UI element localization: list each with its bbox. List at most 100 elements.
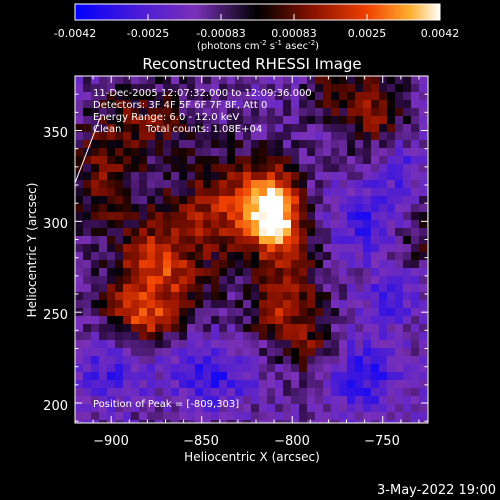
heatmap-cell: [91, 260, 100, 269]
heatmap-cell: [219, 84, 228, 93]
heatmap-cell: [283, 140, 292, 149]
heatmap-cell: [139, 316, 148, 325]
heatmap-cell: [203, 172, 212, 181]
heatmap-cell: [291, 412, 300, 421]
heatmap-cell: [115, 132, 124, 141]
heatmap-cell: [107, 308, 116, 317]
heatmap-cell: [91, 236, 100, 245]
heatmap-cell: [211, 356, 220, 365]
heatmap-cell: [251, 268, 260, 277]
heatmap-cell: [155, 332, 164, 341]
heatmap-cell: [123, 140, 132, 149]
heatmap-cell: [275, 420, 284, 423]
heatmap-cell: [355, 252, 364, 261]
heatmap-cell: [123, 276, 132, 285]
heatmap-cell: [195, 76, 204, 85]
heatmap-cell: [363, 180, 372, 189]
heatmap-cell: [131, 180, 140, 189]
heatmap-cell: [347, 92, 356, 101]
heatmap-cell: [259, 124, 268, 133]
heatmap-cell: [147, 260, 156, 269]
heatmap-cell: [107, 284, 116, 293]
heatmap-cell: [219, 220, 228, 229]
heatmap-cell: [355, 356, 364, 365]
heatmap-cell: [91, 172, 100, 181]
heatmap-cell: [371, 292, 380, 301]
heatmap-cell: [339, 284, 348, 293]
heatmap-cell: [291, 308, 300, 317]
heatmap-cell: [259, 236, 268, 245]
heatmap-cell: [219, 372, 228, 381]
heatmap-cell: [331, 356, 340, 365]
heatmap-cell: [251, 404, 260, 413]
heatmap-cell: [347, 196, 356, 205]
heatmap-cell: [91, 356, 100, 365]
heatmap-cell: [291, 404, 300, 413]
heatmap-cell: [347, 188, 356, 197]
heatmap-cell: [235, 100, 244, 109]
heatmap-cell: [291, 132, 300, 141]
heatmap-cell: [371, 380, 380, 389]
heatmap-cell: [371, 332, 380, 341]
heatmap-cell: [163, 292, 172, 301]
colorbar-tick-label: -0.00083: [196, 27, 245, 40]
heatmap-cell: [155, 364, 164, 373]
heatmap-cell: [99, 308, 108, 317]
heatmap-cell: [419, 380, 428, 389]
heatmap-cell: [339, 348, 348, 357]
heatmap-cell: [387, 148, 396, 157]
heatmap-cell: [355, 212, 364, 221]
heatmap-cell: [123, 164, 132, 173]
heatmap-cell: [75, 356, 84, 365]
heatmap-cell: [147, 76, 156, 85]
heatmap-cell: [91, 116, 100, 125]
heatmap-cell: [235, 268, 244, 277]
heatmap-cell: [259, 108, 268, 117]
heatmap-cell: [363, 244, 372, 253]
heatmap-cell: [195, 412, 204, 421]
heatmap-cell: [331, 164, 340, 173]
heatmap-cell: [411, 412, 420, 421]
heatmap-cell: [355, 412, 364, 421]
heatmap-cell: [395, 124, 404, 133]
heatmap-cell: [195, 124, 204, 133]
heatmap-cell: [371, 276, 380, 285]
heatmap-cell: [243, 236, 252, 245]
heatmap-cell: [259, 364, 268, 373]
heatmap-cell: [99, 100, 108, 109]
heatmap-cell: [419, 324, 428, 333]
heatmap-cell: [299, 348, 308, 357]
heatmap-cell: [307, 220, 316, 229]
heatmap-cell: [131, 372, 140, 381]
heatmap-cell: [163, 220, 172, 229]
heatmap-cell: [123, 124, 132, 133]
heatmap-cell: [259, 132, 268, 141]
heatmap-cell: [315, 420, 324, 423]
heatmap-cell: [99, 140, 108, 149]
heatmap-cell: [275, 252, 284, 261]
heatmap-cell: [299, 276, 308, 285]
heatmap-cell: [219, 404, 228, 413]
heatmap-cell: [267, 140, 276, 149]
heatmap-cell: [339, 148, 348, 157]
heatmap-cell: [163, 380, 172, 389]
heatmap-cell: [123, 76, 132, 85]
heatmap-cell: [251, 172, 260, 181]
heatmap-cell: [323, 316, 332, 325]
heatmap-cell: [219, 116, 228, 125]
heatmap-cell: [75, 412, 84, 421]
heatmap-cell: [387, 252, 396, 261]
heatmap-cell: [139, 268, 148, 277]
heatmap-cell: [267, 396, 276, 405]
heatmap-cell: [227, 268, 236, 277]
heatmap-cell: [171, 220, 180, 229]
heatmap-cell: [147, 92, 156, 101]
heatmap-cell: [243, 84, 252, 93]
heatmap-cell: [91, 132, 100, 141]
heatmap-cell: [307, 420, 316, 423]
heatmap-cell: [75, 396, 84, 405]
heatmap-cell: [331, 284, 340, 293]
heatmap-cell: [131, 332, 140, 341]
heatmap-cell: [187, 364, 196, 373]
heatmap-cell: [75, 140, 84, 149]
